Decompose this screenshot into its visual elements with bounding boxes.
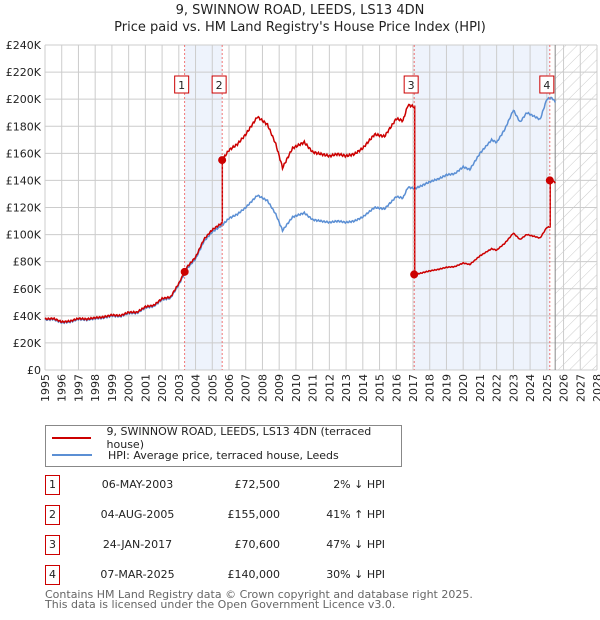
sale-hpi-diff: 30% ↓ HPI [326, 568, 385, 581]
x-tick-label: 1996 [56, 374, 69, 402]
sale-date: 04-AUG-2005 [100, 508, 175, 521]
sale-price: £72,500 [234, 478, 281, 491]
x-tick-label: 2013 [340, 374, 353, 402]
sale-hpi-diff: 2% ↓ HPI [333, 478, 385, 491]
x-tick-label: 2004 [190, 374, 203, 402]
x-tick-label: 2015 [374, 374, 387, 402]
y-tick-label: £20K [13, 337, 42, 350]
x-tick-label: 1997 [72, 374, 85, 402]
sale-hpi-diff: 41% ↑ HPI [326, 508, 385, 521]
sale-number: 3 [45, 535, 60, 555]
x-tick-label: 2016 [390, 374, 403, 402]
x-tick-label: 1995 [39, 374, 52, 402]
x-tick-label: 2001 [139, 374, 152, 402]
x-tick-label: 2008 [256, 374, 269, 402]
sale-date: 07-MAR-2025 [100, 568, 175, 581]
sale-price: £70,600 [234, 538, 281, 551]
sale-label: 4 [543, 79, 550, 92]
chart-subtitle: Price paid vs. HM Land Registry's House … [114, 20, 486, 35]
y-tick-label: £120K [6, 202, 42, 215]
legend-red-line [52, 437, 91, 439]
sale-label: 3 [408, 79, 415, 92]
sale-row: 3 24-JAN-2017 £70,600 47% ↓ HPI [45, 535, 445, 557]
sale-label-box [211, 75, 227, 94]
x-tick-label: 2022 [491, 374, 504, 402]
sale-date: 24-JAN-2017 [102, 538, 173, 551]
y-tick-label: £40K [13, 310, 42, 323]
x-tick-label: 2009 [273, 374, 286, 402]
y-tick-label: £180K [6, 120, 42, 133]
x-tick-label: 2000 [123, 374, 136, 402]
x-tick-label: 2003 [173, 374, 186, 402]
sale-point [218, 156, 227, 165]
sale-point [410, 270, 419, 279]
y-tick-label: £140K [6, 174, 42, 187]
x-tick-label: 2006 [223, 374, 236, 402]
x-tick-label: 2023 [507, 374, 520, 402]
sale-label: 2 [216, 79, 223, 92]
x-tick-label: 2025 [541, 374, 554, 402]
x-tick-label: 2007 [240, 374, 253, 402]
x-tick-label: 1999 [106, 374, 119, 402]
y-tick-label: £60K [13, 283, 42, 296]
footer-licence: This data is licensed under the Open Gov… [45, 598, 396, 611]
y-tick-label: £100K [6, 229, 42, 242]
footer-copyright: Contains HM Land Registry data © Crown c… [45, 588, 473, 601]
x-tick-label: 2011 [307, 374, 320, 402]
x-tick-label: 2019 [440, 374, 453, 402]
y-tick-label: £80K [13, 256, 42, 269]
x-tick-label: 2021 [474, 374, 487, 402]
y-tick-label: £220K [6, 66, 42, 79]
x-tick-label: 2017 [407, 374, 420, 402]
x-tick-label: 2012 [323, 374, 336, 402]
x-tick-label: 2020 [457, 374, 470, 402]
x-tick-label: 1998 [89, 374, 102, 402]
x-tick-label: 2026 [558, 374, 571, 402]
legend-blue-line [52, 454, 92, 456]
y-tick-label: £160K [6, 147, 42, 160]
sale-row: 4 07-MAR-2025 £140,000 30% ↓ HPI [45, 565, 445, 587]
sale-number: 1 [45, 475, 60, 495]
sale-point [545, 176, 554, 185]
sale-label-box [539, 75, 555, 94]
x-tick-label: 2027 [574, 374, 587, 402]
sale-label-box [403, 75, 419, 94]
footer: Contains HM Land Registry data © Crown c… [45, 588, 473, 611]
legend: 9, SWINNOW ROAD, LEEDS, LS13 4DN (terrac… [45, 425, 402, 467]
sale-label: 1 [178, 79, 185, 92]
sale-number: 4 [45, 565, 60, 585]
x-tick-label: 2024 [524, 374, 537, 402]
x-tick-label: 2002 [156, 374, 169, 402]
sale-price: £140,000 [227, 568, 281, 581]
sale-row: 2 04-AUG-2005 £155,000 41% ↑ HPI [45, 505, 445, 527]
property-price-line [44, 103, 556, 324]
sale-row: 1 06-MAY-2003 £72,500 2% ↓ HPI [45, 475, 445, 497]
sale-number: 2 [45, 505, 60, 525]
x-tick-label: 2010 [290, 374, 303, 402]
chart-title: 9, SWINNOW ROAD, LEEDS, LS13 4DN [175, 3, 425, 18]
x-tick-label: 2014 [357, 374, 370, 402]
x-tick-label: 2028 [591, 374, 600, 402]
sale-hpi-diff: 47% ↓ HPI [326, 538, 385, 551]
sale-price: £155,000 [227, 508, 281, 521]
price-chart: 1995 1996 1997 1998 1999 2000 2001 2002 2003 2004… [6, 39, 600, 402]
sale-label-box [174, 75, 190, 94]
sale-point [180, 267, 189, 276]
legend-hpi: HPI: Average price, terraced house, Leed… [108, 448, 339, 462]
y-tick-label: £240K [6, 39, 42, 52]
x-tick-label: 2005 [206, 374, 219, 402]
legend-property: 9, SWINNOW ROAD, LEEDS, LS13 4DN (terrac… [106, 425, 372, 451]
x-tick-label: 2018 [424, 374, 437, 402]
y-tick-label: £200K [6, 93, 42, 106]
sale-date: 06-MAY-2003 [101, 478, 174, 491]
y-tick-label: £0 [27, 364, 41, 377]
